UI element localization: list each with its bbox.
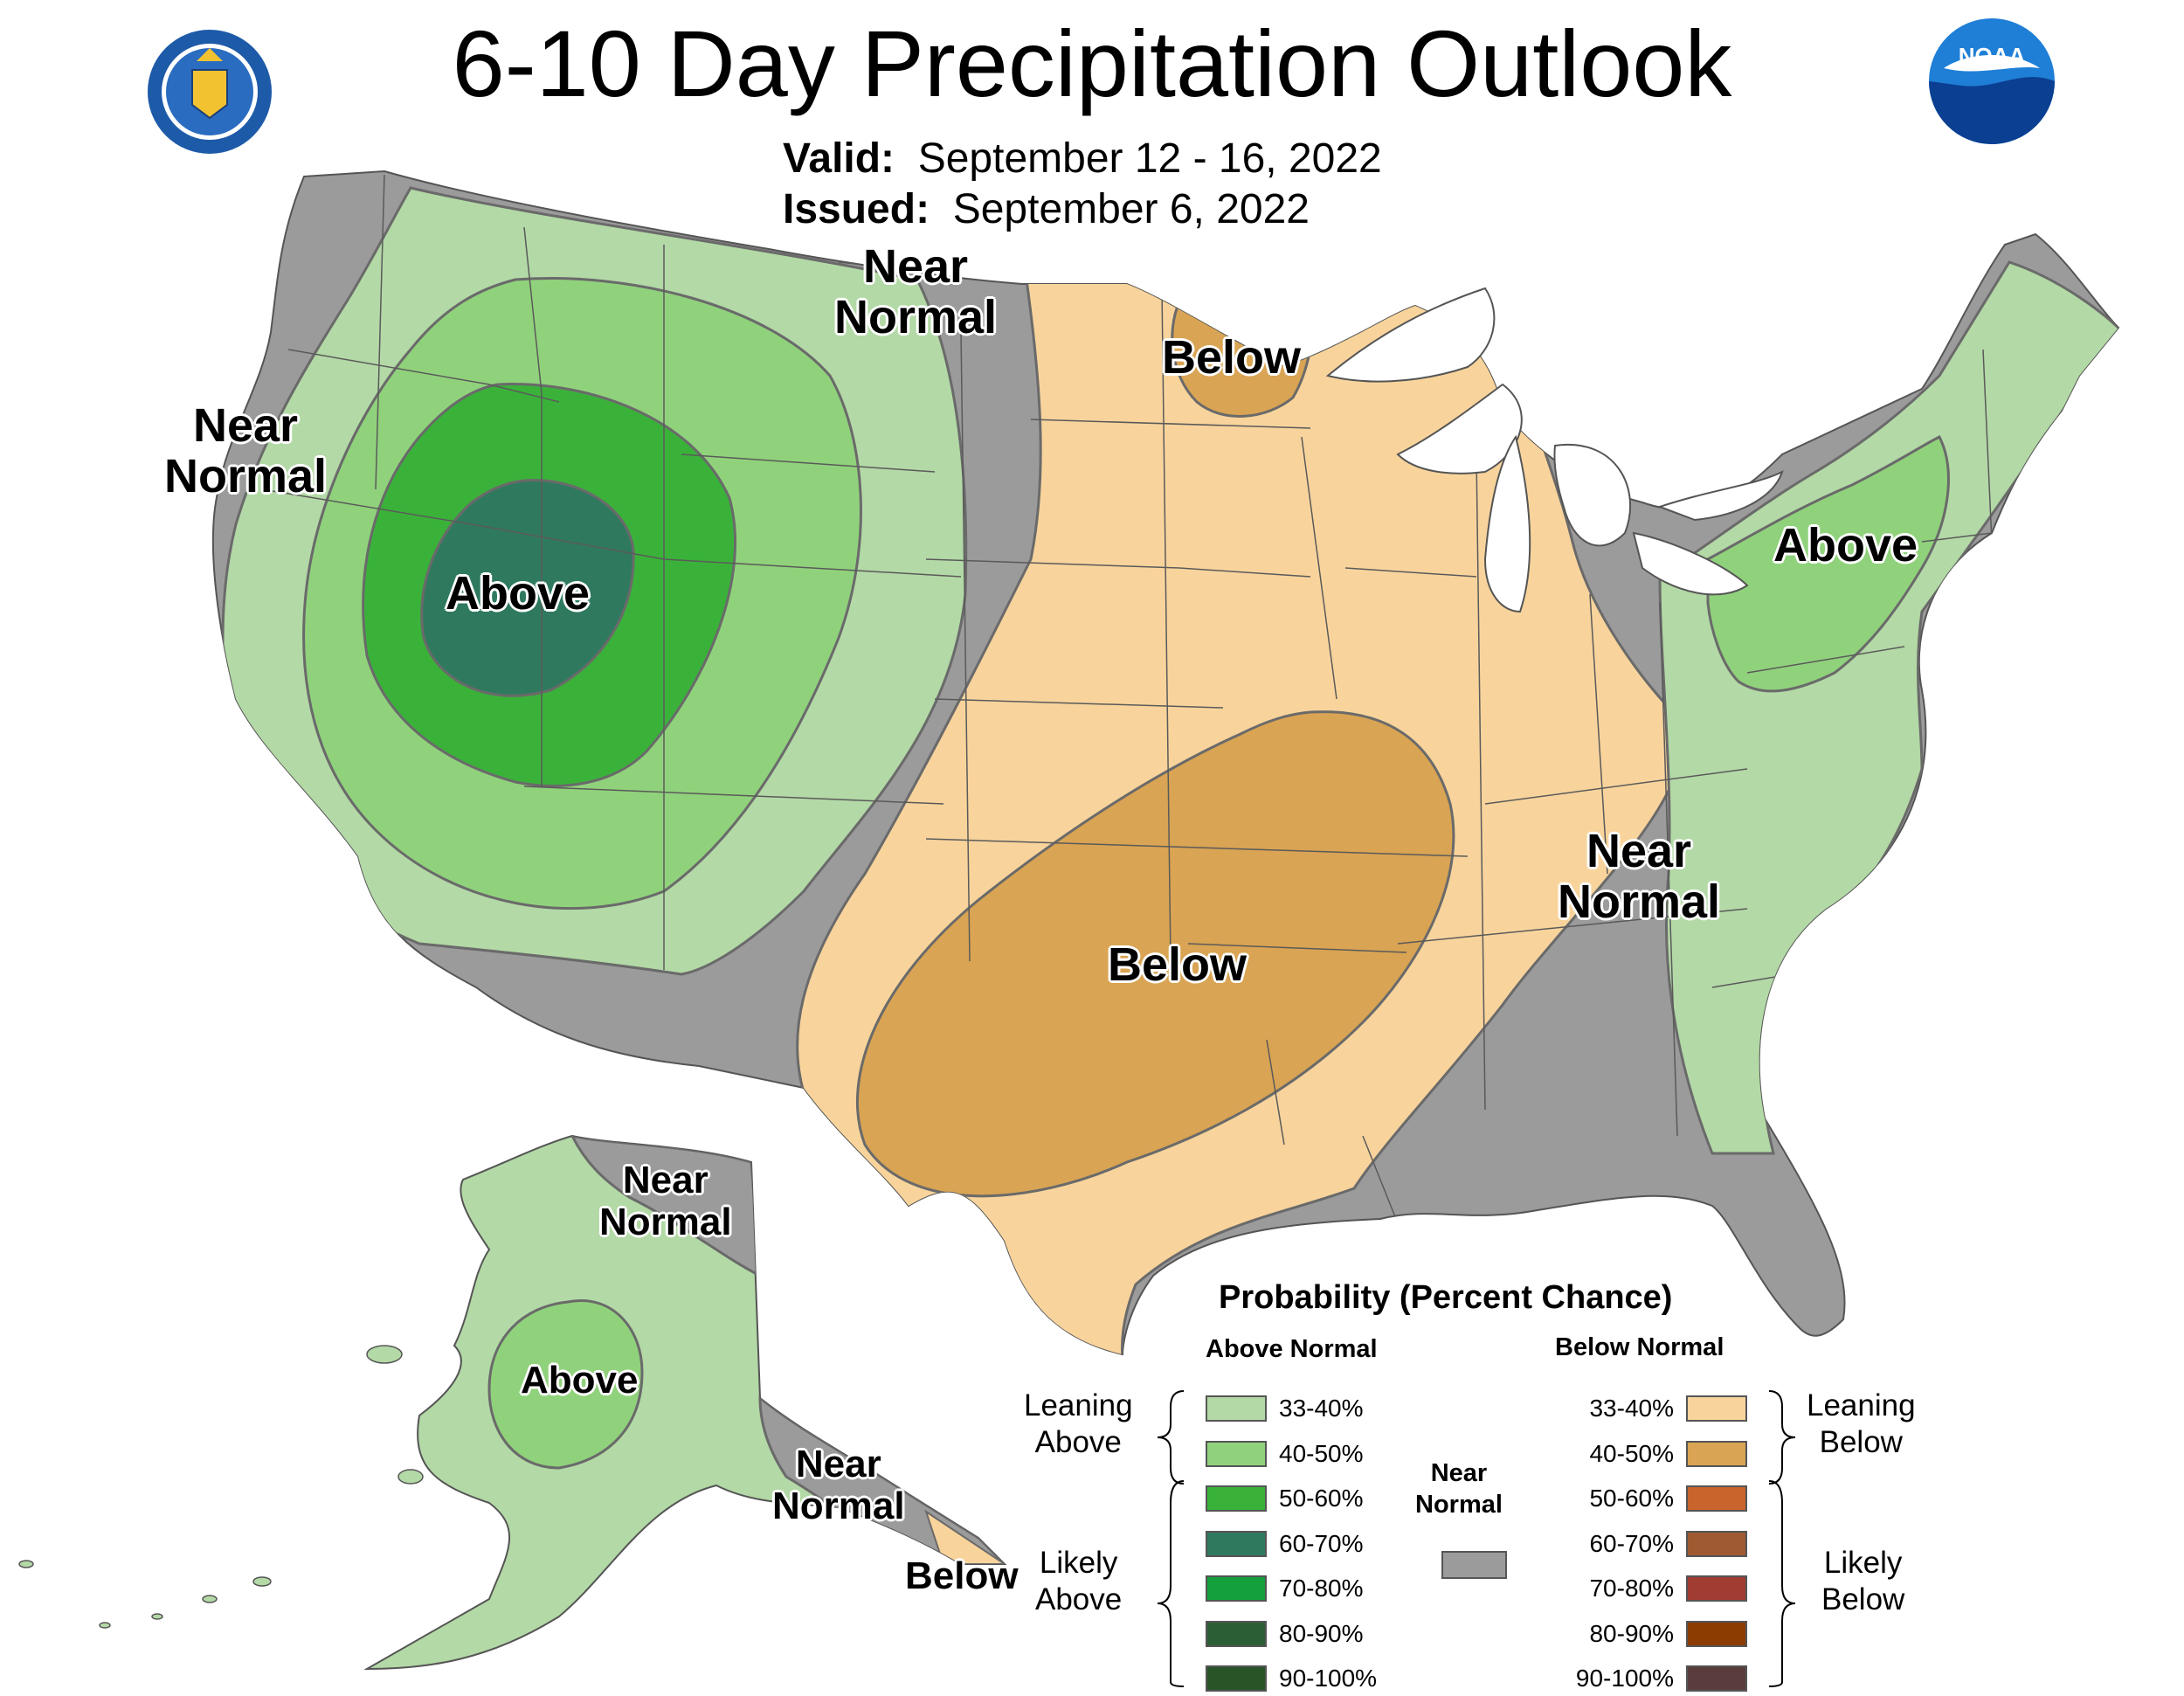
legend-range-label: 33-40%	[1589, 1395, 1674, 1422]
legend-swatch	[1686, 1575, 1747, 1602]
legend-range-label: 70-80%	[1279, 1575, 1364, 1602]
label-above-west: Above	[446, 567, 591, 620]
valid-dates: Valid: September 12 - 16, 2022	[783, 135, 1382, 183]
valid-value: September 12 - 16, 2022	[917, 135, 1382, 182]
legend-swatch	[1206, 1530, 1267, 1557]
legend-side-line: Likely	[1823, 1546, 1903, 1580]
legend-swatch	[1686, 1530, 1747, 1557]
legend-range-label: 40-50%	[1279, 1439, 1364, 1467]
legend-range-label: 80-90%	[1279, 1619, 1364, 1647]
legend-below-row: 80-90%	[1555, 1616, 1747, 1651]
department-of-commerce-seal-icon	[146, 28, 273, 156]
valid-label: Valid:	[783, 135, 895, 182]
label-line: Normal	[1558, 876, 1721, 929]
label-near-normal-alaska-north: Near Normal	[599, 1160, 732, 1243]
legend-near-line: Near	[1430, 1459, 1488, 1487]
legend-swatch	[1686, 1440, 1747, 1467]
label-above-alaska: Above	[521, 1359, 639, 1402]
alaska-map	[18, 1134, 1007, 1671]
issued-label: Issued:	[783, 186, 930, 232]
label-line: Normal	[164, 450, 328, 503]
legend-range-label: 90-100%	[1575, 1665, 1674, 1692]
page-title: 6-10 Day Precipitation Outlook	[452, 10, 1732, 116]
legend-above-row: 33-40%	[1206, 1391, 1364, 1426]
legend-below-row: 40-50%	[1555, 1436, 1747, 1471]
legend-above-header: Above Normal	[1206, 1335, 1378, 1363]
legend-above-row: 60-70%	[1206, 1526, 1364, 1561]
conus-map	[211, 170, 2120, 1356]
issued-date: Issued: September 6, 2022	[783, 185, 1310, 233]
legend-swatch	[1686, 1395, 1747, 1422]
legend-swatch	[1206, 1575, 1267, 1602]
legend-range-label: 80-90%	[1589, 1619, 1674, 1647]
label-below-minnesota: Below	[1162, 331, 1302, 384]
legend-range-label: 70-80%	[1589, 1575, 1674, 1602]
label-near-normal-west: Near Normal	[164, 400, 327, 502]
legend-above-row: 40-50%	[1206, 1436, 1364, 1471]
legend-near-normal: Near Normal	[1415, 1457, 1503, 1521]
legend-leaning-above: Leaning Above	[1024, 1388, 1133, 1461]
legend-range-label: 90-100%	[1279, 1665, 1378, 1692]
legend-below-row: 60-70%	[1555, 1526, 1747, 1561]
label-below-southcentral: Below	[1108, 938, 1248, 991]
legend-side-line: Above	[1034, 1425, 1122, 1459]
legend-below-header: Below Normal	[1555, 1333, 1724, 1361]
label-near-normal-east: Near Normal	[1558, 826, 1720, 928]
legend-likely-below: Likely Below	[1821, 1545, 1904, 1618]
legend-swatch	[1686, 1620, 1747, 1647]
legend-swatch	[1206, 1395, 1267, 1422]
legend-side-line: Likely	[1039, 1546, 1118, 1580]
legend-leaning-below: Leaning Below	[1807, 1388, 1916, 1461]
legend-range-label: 50-60%	[1589, 1485, 1674, 1512]
label-line: Normal	[772, 1484, 905, 1527]
legend-range-label: 60-70%	[1279, 1529, 1364, 1557]
label-line: Near	[1586, 825, 1692, 877]
label-near-normal-north: Near Normal	[834, 241, 997, 343]
legend-above-row: 80-90%	[1206, 1616, 1364, 1651]
legend-range-label: 50-60%	[1279, 1485, 1364, 1512]
legend-side-line: Below	[1821, 1582, 1905, 1616]
legend-above-row: 90-100%	[1206, 1661, 1377, 1696]
legend-likely-above: Likely Above	[1035, 1545, 1122, 1618]
legend-range-label: 60-70%	[1589, 1529, 1674, 1557]
label-line: Near	[192, 399, 299, 452]
label-above-northeast: Above	[1773, 519, 1918, 571]
issued-value: September 6, 2022	[952, 186, 1310, 232]
legend-below-row: 70-80%	[1555, 1571, 1747, 1606]
legend-below-row: 33-40%	[1555, 1391, 1747, 1426]
legend-range-label: 40-50%	[1589, 1439, 1674, 1467]
legend-side-line: Below	[1819, 1425, 1903, 1459]
legend-above-row: 50-60%	[1206, 1481, 1364, 1516]
legend-swatch	[1686, 1485, 1747, 1512]
label-line: Normal	[834, 291, 998, 344]
noaa-logo-text: NOAA	[1959, 43, 2026, 69]
legend-above-row: 70-80%	[1206, 1571, 1364, 1606]
legend-below-row: 50-60%	[1555, 1481, 1747, 1516]
legend-near-normal-swatch	[1441, 1551, 1507, 1579]
legend-swatch	[1206, 1485, 1267, 1512]
label-line: Normal	[599, 1200, 732, 1243]
legend-near-line: Normal	[1415, 1491, 1503, 1519]
label-line: Near	[622, 1159, 708, 1201]
label-line: Near	[862, 240, 969, 293]
legend-title: Probability (Percent Chance)	[1219, 1279, 1673, 1316]
label-below-alaska: Below	[905, 1554, 1019, 1597]
label-line: Near	[795, 1443, 881, 1485]
legend-side-line: Leaning	[1807, 1388, 1916, 1423]
legend-side-line: Above	[1035, 1582, 1123, 1616]
legend-swatch	[1206, 1620, 1267, 1647]
legend-side-line: Leaning	[1024, 1388, 1133, 1423]
noaa-logo-icon: NOAA	[1929, 18, 2055, 144]
label-near-normal-alaska-south: Near Normal	[772, 1443, 905, 1526]
legend-range-label: 33-40%	[1279, 1395, 1364, 1422]
legend-swatch	[1206, 1440, 1267, 1467]
